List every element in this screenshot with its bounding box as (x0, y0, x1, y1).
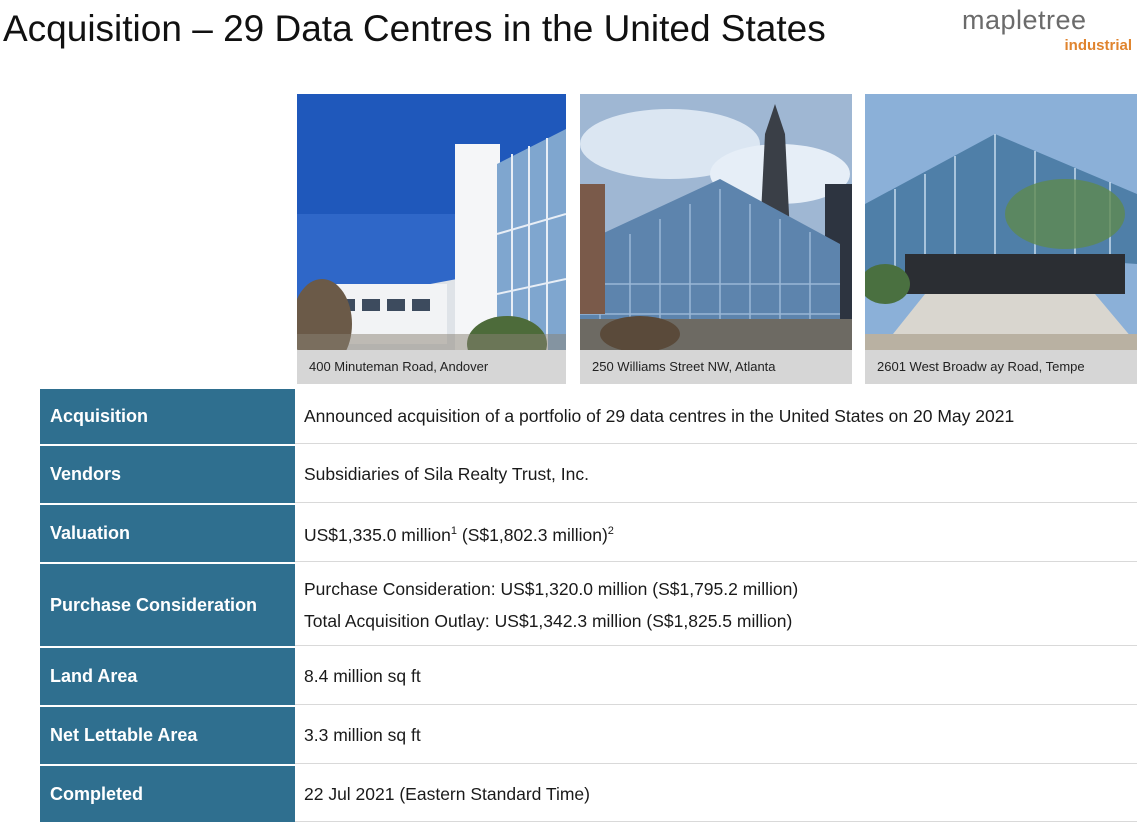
photo-atlanta: 250 Williams Street NW, Atlanta (580, 94, 852, 384)
value-line: 22 Jul 2021 (Eastern Standard Time) (304, 783, 590, 804)
row-label: Land Area (40, 648, 295, 705)
table-row-net-lettable-area: Net Lettable Area 3.3 million sq ft (40, 707, 1137, 766)
table-row-valuation: Valuation US$1,335.0 million1 (S$1,802.3… (40, 505, 1137, 564)
row-label: Net Lettable Area (40, 707, 295, 764)
logo-subtitle: industrial (1064, 37, 1132, 54)
row-value: US$1,335.0 million1 (S$1,802.3 million)2 (295, 505, 1137, 562)
footnote-marker: 1 (450, 525, 458, 538)
table-row-land-area: Land Area 8.4 million sq ft (40, 648, 1137, 707)
value-line: US$1,335.0 million1 (S$1,802.3 million)2 (304, 515, 1137, 551)
photo-andover: 400 Minuteman Road, Andover (297, 94, 566, 384)
andover-building-image (297, 94, 566, 384)
value-line: Purchase Consideration: US$1,320.0 milli… (304, 578, 799, 599)
table-row-acquisition: Acquisition Announced acquisition of a p… (40, 389, 1137, 446)
value-line: Subsidiaries of Sila Realty Trust, Inc. (304, 464, 589, 484)
value-line: 3.3 million sq ft (304, 725, 421, 745)
atlanta-building-image (580, 94, 852, 384)
table-row-vendors: Vendors Subsidiaries of Sila Realty Trus… (40, 446, 1137, 505)
page-title: Acquisition – 29 Data Centres in the Uni… (3, 8, 826, 49)
photo-caption: 250 Williams Street NW, Atlanta (580, 350, 852, 384)
footnote-marker: 2 (607, 525, 614, 538)
logo-wordmark: mapletree (962, 5, 1087, 35)
tempe-building-image (865, 94, 1137, 384)
row-value: 22 Jul 2021 (Eastern Standard Time) (295, 766, 1137, 822)
table-row-completed: Completed 22 Jul 2021 (Eastern Standard … (40, 766, 1137, 824)
photo-caption: 2601 West Broadw ay Road, Tempe (865, 350, 1137, 384)
row-label: Vendors (40, 446, 295, 503)
valuation-usd: US$1,335.0 million (304, 524, 451, 545)
row-label: Acquisition (40, 389, 295, 444)
row-label: Purchase Consideration (40, 564, 295, 646)
photo-tempe: 2601 West Broadw ay Road, Tempe (865, 94, 1137, 384)
value-line: Announced acquisition of a portfolio of … (304, 406, 1015, 426)
row-label: Valuation (40, 505, 295, 562)
row-value: Purchase Consideration: US$1,320.0 milli… (295, 564, 1137, 646)
acquisition-details-table: Acquisition Announced acquisition of a p… (40, 389, 1137, 824)
row-label: Completed (40, 766, 295, 822)
row-value: 3.3 million sq ft (295, 707, 1137, 764)
photo-caption: 400 Minuteman Road, Andover (297, 350, 566, 384)
row-value: Subsidiaries of Sila Realty Trust, Inc. (295, 446, 1137, 503)
table-row-purchase-consideration: Purchase Consideration Purchase Consider… (40, 564, 1137, 648)
mapletree-logo: mapletree industrial (962, 5, 1134, 57)
row-value: Announced acquisition of a portfolio of … (295, 389, 1137, 444)
valuation-sgd: (S$1,802.3 million) (457, 524, 608, 545)
row-value: 8.4 million sq ft (295, 648, 1137, 705)
value-line: 8.4 million sq ft (304, 666, 421, 686)
value-line: Total Acquisition Outlay: US$1,342.3 mil… (304, 610, 793, 631)
